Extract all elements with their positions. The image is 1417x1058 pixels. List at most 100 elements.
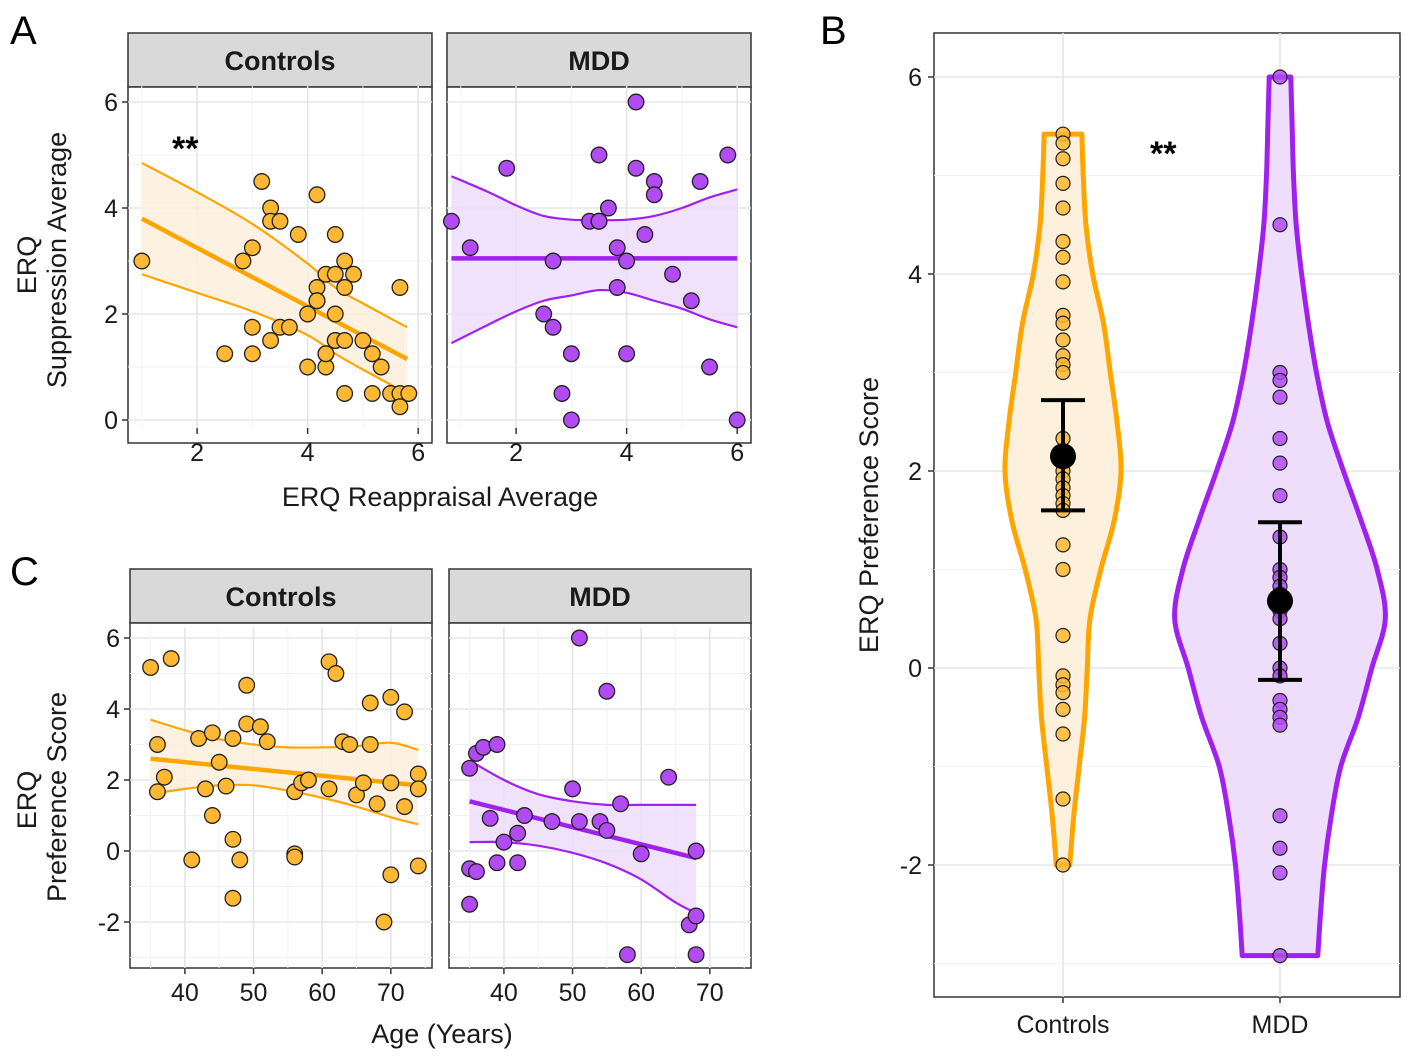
data-point (308, 292, 326, 310)
data-point (363, 345, 381, 363)
data-point (509, 854, 527, 872)
data-point (1272, 217, 1288, 233)
x-axis-title: ERQ Reappraisal Average (282, 482, 598, 512)
data-point (299, 358, 317, 376)
panel-label-a: A (10, 9, 37, 53)
data-point (1055, 274, 1071, 290)
data-point (149, 783, 166, 801)
data-point (1055, 200, 1071, 216)
data-point (632, 845, 650, 863)
data-point (564, 780, 581, 798)
data-point (461, 759, 479, 777)
data-point (224, 730, 242, 747)
data-point (155, 768, 173, 786)
data-point (363, 385, 381, 402)
data-point (719, 146, 737, 164)
panel-c: Controls 40 50 60 70 -2 0 2 4 6 MDD 40 50 60 70 Ag… (12, 568, 752, 1049)
data-point (495, 833, 513, 851)
y-ticks: -2 0 2 4 6 (900, 64, 934, 880)
data-point (598, 821, 616, 839)
y-tick-label: 4 (908, 261, 922, 289)
ci-band-fill (469, 760, 697, 914)
data-point (608, 279, 626, 296)
data-point (354, 332, 372, 349)
fit-line (150, 756, 419, 788)
data-point (543, 813, 561, 830)
data-point (1055, 627, 1071, 644)
x-tick-label: 50 (559, 979, 587, 1007)
mean-point (1050, 443, 1076, 470)
data-point (251, 718, 269, 736)
data-point (1272, 389, 1288, 405)
data-point (562, 345, 580, 363)
data-point (682, 292, 700, 310)
mean-point (1267, 588, 1293, 615)
data-point (1272, 69, 1288, 85)
data-point (645, 186, 663, 204)
facet-a-controls: Controls ** 2 4 6 0 2 4 6 (104, 32, 433, 467)
x-ticks: 2 4 6 (190, 427, 425, 467)
data-point (1055, 857, 1071, 873)
data-point (1055, 233, 1071, 250)
data-point (336, 332, 354, 349)
facet-strip-label: Controls (225, 46, 336, 76)
points (461, 629, 705, 964)
data-point (1055, 685, 1071, 701)
data-point (687, 946, 705, 964)
data-point (409, 780, 427, 798)
data-point (535, 305, 553, 323)
data-point (468, 863, 485, 881)
data-point (382, 774, 400, 792)
ci-upper-line (469, 759, 697, 807)
data-point (570, 813, 588, 830)
points (142, 650, 427, 931)
y-tick-label: 0 (908, 655, 922, 683)
data-point (1272, 948, 1288, 964)
y-tick-label: 2 (106, 767, 120, 795)
data-point (162, 650, 180, 668)
significance-label: ** (1150, 135, 1177, 173)
data-point (286, 848, 304, 866)
data-point (590, 146, 608, 164)
data-point (516, 807, 533, 824)
x-ticks: 40 50 60 70 (171, 968, 405, 1007)
data-point (598, 682, 616, 700)
data-point (544, 252, 562, 270)
x-axis-title: Age (Years) (371, 1019, 513, 1049)
data-point (488, 736, 506, 753)
data-point (280, 318, 298, 336)
y-tick-label: 4 (106, 696, 120, 724)
data-point (1272, 488, 1288, 504)
y-tick-label: -2 (900, 852, 922, 880)
data-point (1055, 726, 1071, 742)
data-point (368, 795, 386, 813)
data-point (224, 830, 242, 848)
y-ticks: -2 0 2 4 6 (98, 625, 130, 937)
data-point (320, 780, 338, 798)
data-point (243, 318, 261, 336)
violin-mdd (1172, 74, 1388, 959)
data-point (627, 159, 645, 177)
data-point (1055, 175, 1071, 191)
data-point (627, 93, 645, 111)
data-point (382, 688, 400, 706)
y-axis-title: ERQ Preference Score (854, 377, 884, 653)
data-point (660, 768, 678, 786)
x-tick-label: 40 (171, 979, 199, 1007)
data-point (618, 252, 636, 270)
panel-label-b: B (820, 9, 847, 53)
data-point (197, 780, 214, 798)
data-point (361, 694, 379, 712)
data-point (203, 724, 221, 742)
y-tick-label: 6 (106, 625, 120, 653)
data-point (474, 738, 492, 756)
data-point (238, 676, 256, 694)
facet-a-mdd: MDD 2 4 6 (442, 32, 752, 467)
data-point (238, 715, 256, 733)
y-axis-title-line1: ERQ (12, 236, 42, 295)
data-point (664, 265, 681, 283)
x-tick-label: 2 (509, 439, 523, 467)
data-point (372, 358, 390, 376)
ci-lower-line (141, 273, 408, 395)
significance-label: ** (172, 130, 199, 168)
